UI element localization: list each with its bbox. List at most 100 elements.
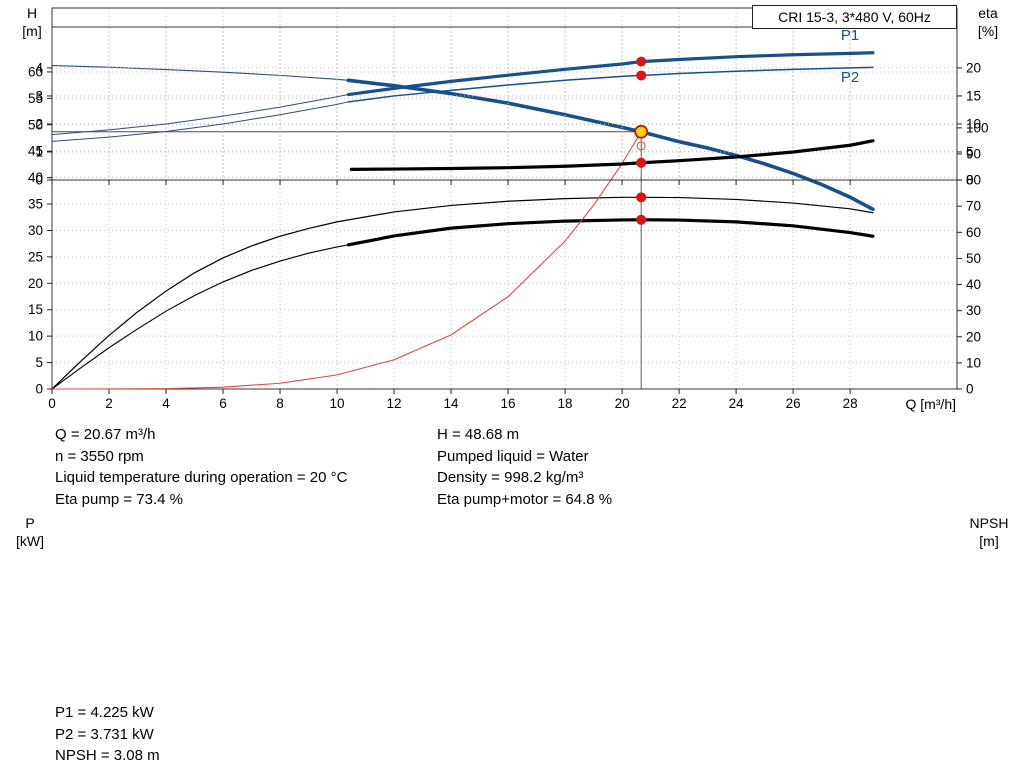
svg-text:4: 4	[162, 396, 170, 411]
curve-p1	[346, 51, 875, 97]
svg-text:26: 26	[786, 396, 801, 411]
curve-eta-pump	[51, 196, 874, 390]
svg-text:0: 0	[966, 382, 974, 397]
curve-p2	[347, 66, 874, 103]
eta-axis-label: eta [%]	[960, 4, 1016, 40]
npsh-axis-label: NPSH [m]	[962, 514, 1016, 550]
svg-text:10: 10	[28, 329, 43, 344]
svg-text:15: 15	[966, 88, 981, 103]
svg-text:14: 14	[444, 396, 460, 411]
curve-p2-lead	[51, 101, 349, 142]
duty-info-column-2: H = 48.68 m Pumped liquid = Water Densit…	[437, 424, 612, 510]
svg-text:24: 24	[729, 396, 745, 411]
info-line-p2: P2 = 3.731 kW	[55, 725, 154, 743]
info-line-speed: n = 3550 rpm	[55, 447, 144, 465]
curve-p1-lead	[51, 94, 349, 136]
svg-text:5: 5	[35, 355, 43, 370]
svg-text:50: 50	[966, 251, 981, 266]
svg-text:20: 20	[615, 396, 630, 411]
svg-text:2: 2	[35, 116, 43, 131]
info-line-q: Q = 20.67 m³/h	[55, 426, 156, 443]
svg-text:30: 30	[966, 303, 981, 318]
curve-eta-pump-motor	[346, 218, 875, 247]
svg-text:55: 55	[28, 91, 43, 106]
info-line-npsh: NPSH = 3.08 m	[55, 747, 160, 764]
svg-text:70: 70	[966, 199, 981, 214]
svg-text:0: 0	[966, 173, 974, 188]
h-axis-label: H [m]	[10, 4, 54, 40]
svg-text:18: 18	[558, 396, 573, 411]
info-line-p1: P1 = 4.225 kW	[55, 704, 154, 721]
svg-text:0: 0	[48, 396, 56, 411]
svg-text:0: 0	[35, 382, 43, 397]
curve-label-P1: P1	[841, 27, 859, 44]
power-npsh-chart: 0 1 2 3 4 0 5 10 15 20 P1 P2	[35, 26, 981, 188]
npsh-axis-unit: [m]	[979, 533, 999, 549]
svg-text:15: 15	[28, 302, 43, 317]
svg-text:12: 12	[387, 396, 402, 411]
curve-system-resistance	[51, 131, 642, 390]
info-line-liquid: Pumped liquid = Water	[437, 447, 589, 465]
svg-text:10: 10	[330, 396, 345, 411]
q-axis-label: Q [m³/h]	[905, 396, 956, 412]
svg-text:50: 50	[28, 117, 43, 132]
svg-text:80: 80	[966, 173, 981, 188]
svg-text:3: 3	[35, 88, 43, 103]
curve-value-marker	[636, 70, 647, 81]
duty-info-column-1: Q = 20.67 m³/h n = 3550 rpm Liquid tempe…	[55, 424, 347, 510]
svg-text:60: 60	[28, 64, 43, 79]
eta-axis-symbol: eta	[978, 5, 998, 21]
svg-text:25: 25	[28, 249, 43, 264]
info-line-eta-pump-motor: Eta pump+motor = 64.8 %	[437, 490, 613, 508]
svg-text:60: 60	[966, 225, 981, 240]
svg-text:16: 16	[501, 396, 516, 411]
p-axis-unit: [kW]	[16, 533, 44, 549]
eta-axis-unit: [%]	[977, 23, 999, 39]
pump-model-title: CRI 15-3, 3*480 V, 60Hz	[752, 5, 957, 29]
svg-text:35: 35	[28, 197, 43, 212]
power-info-block: P1 = 4.225 kW P2 = 3.731 kW NPSH = 3.08 …	[55, 702, 160, 767]
svg-text:0: 0	[35, 173, 43, 188]
svg-text:1: 1	[35, 144, 43, 159]
p-axis-label: P [kW]	[6, 514, 54, 550]
info-line-head: H = 48.68 m	[437, 426, 520, 443]
svg-text:40: 40	[966, 277, 981, 292]
svg-text:10: 10	[966, 116, 981, 131]
curve-qh	[346, 78, 875, 212]
svg-text:30: 30	[28, 223, 43, 238]
svg-text:20: 20	[966, 329, 981, 344]
curve-eta-pump-motor-lead	[51, 244, 349, 390]
svg-text:20: 20	[966, 60, 981, 75]
svg-text:4: 4	[35, 60, 43, 75]
h-axis-symbol: H	[26, 5, 38, 21]
info-line-temperature: Liquid temperature during operation = 20…	[55, 469, 348, 486]
svg-text:10: 10	[966, 355, 981, 370]
svg-text:45: 45	[28, 144, 43, 159]
curve-value-marker	[636, 56, 647, 67]
svg-text:20: 20	[28, 276, 43, 291]
svg-text:22: 22	[672, 396, 687, 411]
curve-label-P2: P2	[841, 69, 859, 86]
system-curve-end-marker	[636, 141, 646, 151]
svg-text:40: 40	[28, 170, 43, 185]
svg-text:8: 8	[276, 396, 284, 411]
curve-npsh	[349, 139, 875, 171]
duty-point-marker	[634, 124, 649, 139]
svg-text:6: 6	[219, 396, 227, 411]
curve-value-marker	[636, 157, 647, 168]
svg-text:2: 2	[105, 396, 113, 411]
svg-text:5: 5	[966, 144, 974, 159]
info-line-density: Density = 998.2 kg/m³	[437, 469, 584, 486]
svg-text:28: 28	[843, 396, 858, 411]
curve-value-marker	[636, 192, 647, 203]
svg-text:100: 100	[966, 120, 989, 135]
p-axis-symbol: P	[25, 515, 35, 531]
curve-value-marker	[636, 214, 647, 225]
pump-model-label: CRI 15-3, 3*480 V, 60Hz	[778, 9, 931, 25]
svg-text:90: 90	[966, 146, 981, 161]
info-line-eta-pump: Eta pump = 73.4 %	[55, 490, 183, 508]
npsh-axis-symbol: NPSH	[969, 515, 1009, 531]
qh-eta-chart: 0510152025303540455055600102030405060708…	[28, 7, 989, 411]
h-axis-unit: [m]	[22, 23, 42, 39]
